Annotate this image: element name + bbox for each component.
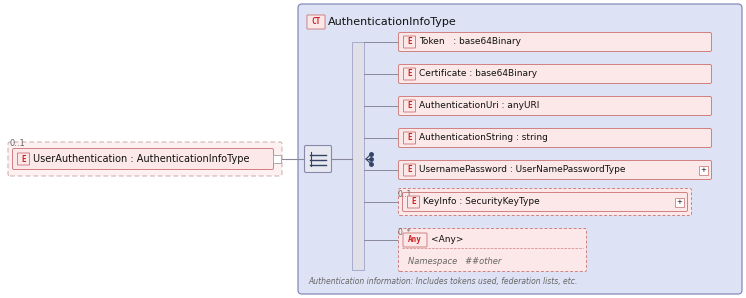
Text: +: +: [700, 167, 706, 173]
Text: E: E: [407, 134, 412, 142]
Text: E: E: [407, 38, 412, 46]
FancyBboxPatch shape: [404, 132, 416, 144]
Bar: [675, 198, 684, 207]
Text: +: +: [677, 199, 683, 205]
FancyBboxPatch shape: [404, 100, 416, 112]
Text: Certificate : base64Binary: Certificate : base64Binary: [419, 69, 537, 78]
Text: E: E: [407, 102, 412, 111]
FancyBboxPatch shape: [13, 148, 274, 170]
Text: AuthenticationString : string: AuthenticationString : string: [419, 134, 548, 142]
Bar: [273, 155, 281, 163]
Text: Token   : base64Binary: Token : base64Binary: [419, 38, 521, 46]
FancyBboxPatch shape: [398, 229, 586, 271]
FancyBboxPatch shape: [398, 97, 712, 116]
Bar: [352, 42, 364, 270]
Text: UserAuthentication : AuthenticationInfoType: UserAuthentication : AuthenticationInfoT…: [33, 154, 249, 164]
FancyBboxPatch shape: [403, 193, 688, 212]
FancyBboxPatch shape: [304, 145, 331, 173]
FancyBboxPatch shape: [17, 153, 30, 165]
Text: UsernamePassword : UserNamePasswordType: UsernamePassword : UserNamePasswordType: [419, 165, 625, 175]
FancyBboxPatch shape: [407, 196, 419, 208]
Text: 0..1: 0..1: [398, 190, 413, 199]
FancyBboxPatch shape: [307, 15, 325, 29]
Text: 0..*: 0..*: [398, 228, 412, 237]
Text: E: E: [407, 165, 412, 175]
FancyBboxPatch shape: [403, 233, 427, 247]
Text: Any: Any: [408, 235, 422, 244]
Text: Authentication information: Includes tokens used, federation lists, etc.: Authentication information: Includes tok…: [308, 277, 577, 286]
Text: AuthenticationInfoType: AuthenticationInfoType: [328, 17, 457, 27]
FancyBboxPatch shape: [398, 128, 712, 148]
FancyBboxPatch shape: [398, 32, 712, 52]
Text: CT: CT: [311, 18, 321, 27]
FancyBboxPatch shape: [404, 68, 416, 80]
Text: AuthenticationUri : anyURI: AuthenticationUri : anyURI: [419, 102, 539, 111]
Text: KeyInfo : SecurityKeyType: KeyInfo : SecurityKeyType: [423, 198, 540, 207]
Text: E: E: [411, 198, 416, 207]
Text: E: E: [407, 69, 412, 78]
Bar: [699, 165, 708, 175]
Text: Namespace   ##other: Namespace ##other: [408, 257, 501, 266]
FancyBboxPatch shape: [404, 164, 416, 176]
Text: E: E: [21, 154, 26, 164]
FancyBboxPatch shape: [8, 142, 282, 176]
FancyBboxPatch shape: [398, 161, 712, 179]
FancyBboxPatch shape: [398, 189, 692, 215]
FancyBboxPatch shape: [398, 64, 712, 83]
Text: 0..1: 0..1: [10, 139, 26, 148]
FancyBboxPatch shape: [298, 4, 742, 294]
FancyBboxPatch shape: [404, 36, 416, 48]
Text: <Any>: <Any>: [431, 235, 463, 244]
